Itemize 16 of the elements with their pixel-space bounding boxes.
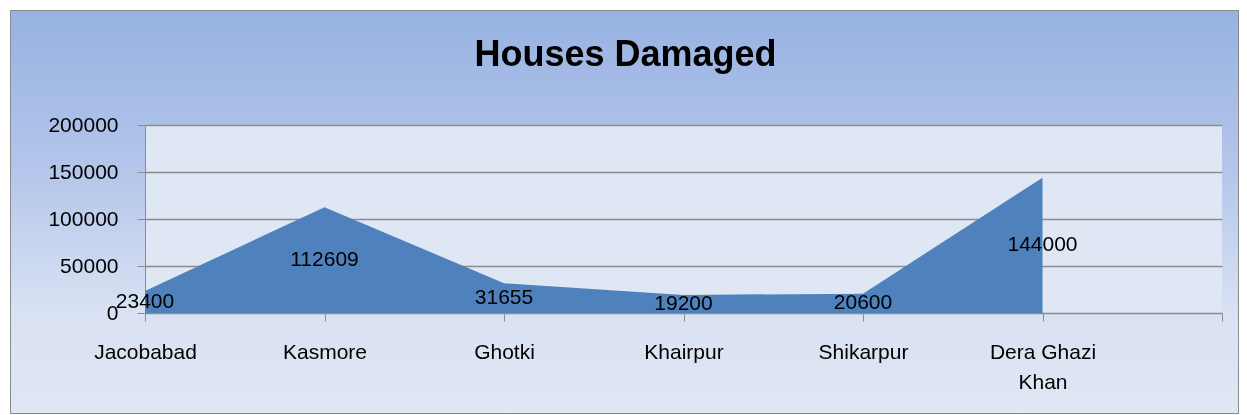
- x-tick-label: Ghotki: [474, 339, 535, 363]
- y-tick-label: 50000: [60, 253, 119, 277]
- x-tick-label: Shikarpur: [818, 339, 909, 363]
- data-label: 31655: [474, 285, 534, 309]
- x-tick-label: Khairpur: [644, 339, 724, 363]
- data-label: 19200: [654, 290, 713, 314]
- data-label: 20600: [833, 290, 893, 314]
- data-label: 112609: [290, 247, 359, 271]
- y-tick-label: 150000: [48, 159, 119, 183]
- chart-title: Houses Damaged: [474, 33, 777, 74]
- x-tick-label: Kasmore: [282, 339, 368, 363]
- y-tick-label: 100000: [48, 206, 119, 230]
- x-tick-label: Jacobabad: [94, 339, 197, 363]
- y-tick-label: 200000: [48, 112, 119, 136]
- data-label: 144000: [1007, 232, 1078, 256]
- x-tick-label: Dera Ghazi Khan: [989, 339, 1097, 393]
